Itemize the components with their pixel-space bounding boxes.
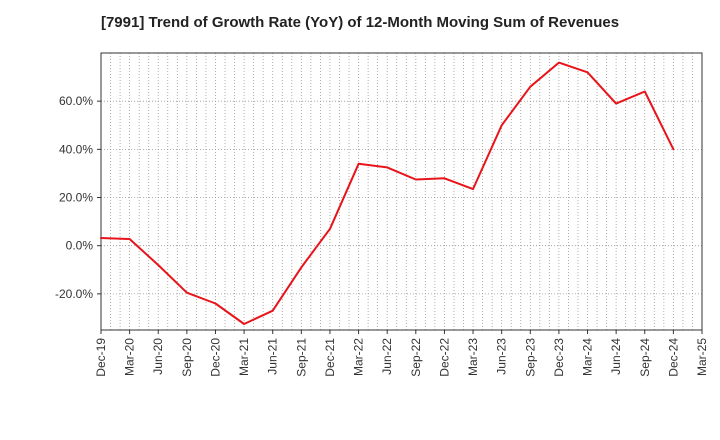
plot-area bbox=[101, 53, 702, 330]
x-tick-label: Mar-25 bbox=[695, 338, 709, 376]
x-tick-label: Sep-24 bbox=[638, 338, 652, 377]
x-tick-label: Mar-23 bbox=[466, 338, 480, 376]
plot-frame bbox=[100, 52, 703, 331]
y-tick-label: -20.0% bbox=[55, 287, 93, 301]
vertical-gridlines bbox=[110, 53, 693, 330]
x-tick-label: Sep-21 bbox=[294, 338, 308, 377]
x-tick-label: Dec-20 bbox=[208, 338, 222, 377]
y-tick-label: 20.0% bbox=[59, 191, 93, 205]
x-tick-label: Jun-21 bbox=[266, 338, 280, 375]
horizontal-gridlines bbox=[101, 100, 702, 295]
y-tick-label: 40.0% bbox=[59, 142, 93, 156]
x-tick-label: Dec-21 bbox=[323, 338, 337, 377]
x-tick-label: Dec-19 bbox=[94, 338, 108, 377]
x-tick-label: Jun-23 bbox=[495, 338, 509, 375]
series-line bbox=[100, 61, 675, 325]
x-tick-label: Mar-24 bbox=[581, 338, 595, 376]
x-tick-label: Sep-23 bbox=[523, 338, 537, 377]
chart-title: [7991] Trend of Growth Rate (YoY) of 12-… bbox=[100, 14, 620, 31]
x-tick-label: Jun-20 bbox=[151, 338, 165, 375]
x-tick-label: Sep-20 bbox=[180, 338, 194, 377]
x-tick-label: Jun-24 bbox=[609, 338, 623, 375]
x-tick-label: Dec-24 bbox=[666, 338, 680, 377]
x-tick-label: Sep-22 bbox=[409, 338, 423, 377]
x-tick-label: Mar-22 bbox=[352, 338, 366, 376]
series-group bbox=[100, 61, 675, 325]
x-tick-label: Dec-22 bbox=[437, 338, 451, 377]
x-tick-label: Dec-23 bbox=[552, 338, 566, 377]
x-tick-label: Mar-20 bbox=[123, 338, 137, 376]
x-tick-label: Jun-22 bbox=[380, 338, 394, 375]
x-axis: Dec-19 Mar-20 Jun-20 Sep-20 Dec-20 Mar-21 Jun-… bbox=[94, 330, 709, 377]
y-tick-label: 60.0% bbox=[59, 94, 93, 108]
y-tick-label: 0.0% bbox=[66, 239, 94, 253]
y-axis: -20.0% 0.0% 20.0% 40.0% 60.0% bbox=[55, 94, 101, 301]
x-tick-label: Mar-21 bbox=[237, 338, 251, 376]
